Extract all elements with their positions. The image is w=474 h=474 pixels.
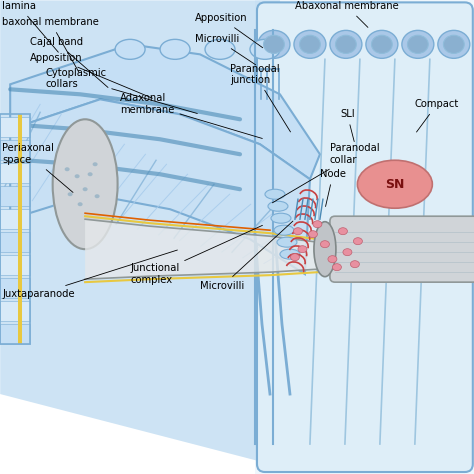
Ellipse shape	[268, 201, 288, 211]
Bar	[0, 117, 30, 137]
Polygon shape	[255, 0, 474, 474]
Ellipse shape	[265, 189, 285, 199]
Bar	[0, 255, 30, 275]
Bar	[18, 114, 22, 344]
Text: lamina: lamina	[2, 1, 58, 52]
Ellipse shape	[336, 35, 356, 54]
Text: Compact: Compact	[415, 99, 459, 132]
Ellipse shape	[258, 30, 290, 58]
Polygon shape	[10, 99, 310, 274]
Ellipse shape	[160, 39, 190, 59]
Text: Microvilli: Microvilli	[200, 221, 293, 291]
Ellipse shape	[354, 237, 363, 245]
Text: Paranodal
junction: Paranodal junction	[230, 64, 291, 132]
Ellipse shape	[115, 39, 145, 59]
Ellipse shape	[53, 119, 118, 249]
Text: Cajal band: Cajal band	[30, 37, 108, 88]
Bar	[0, 163, 30, 183]
Bar	[0, 114, 30, 344]
Bar	[0, 140, 30, 160]
Bar	[0, 209, 30, 229]
Ellipse shape	[343, 249, 352, 255]
Ellipse shape	[357, 160, 432, 208]
Text: Periaxonal
space: Periaxonal space	[2, 144, 73, 192]
Ellipse shape	[314, 222, 336, 277]
Ellipse shape	[205, 39, 235, 59]
Ellipse shape	[402, 30, 434, 58]
Ellipse shape	[366, 30, 398, 58]
Ellipse shape	[309, 231, 318, 237]
Ellipse shape	[372, 35, 392, 54]
Bar	[0, 324, 30, 344]
Ellipse shape	[291, 254, 300, 261]
Text: SN: SN	[385, 178, 405, 191]
Text: baxonal membrane: baxonal membrane	[2, 18, 99, 72]
Polygon shape	[85, 219, 318, 279]
Text: Adaxonal
membrane: Adaxonal membrane	[120, 93, 262, 138]
Ellipse shape	[332, 264, 341, 271]
Ellipse shape	[88, 172, 92, 176]
Bar	[0, 301, 30, 321]
Ellipse shape	[330, 30, 362, 58]
Ellipse shape	[68, 192, 73, 196]
Text: Node: Node	[320, 169, 346, 207]
Polygon shape	[0, 0, 320, 464]
Ellipse shape	[320, 241, 329, 248]
Text: Apposition: Apposition	[195, 13, 263, 48]
Ellipse shape	[350, 261, 359, 268]
Ellipse shape	[280, 249, 300, 259]
Ellipse shape	[250, 39, 280, 59]
Ellipse shape	[264, 35, 284, 54]
Text: Cytoplasmic
collars: Cytoplasmic collars	[45, 67, 197, 113]
Text: Microvilli: Microvilli	[195, 34, 255, 65]
Ellipse shape	[300, 35, 320, 54]
Ellipse shape	[338, 228, 347, 235]
Ellipse shape	[408, 35, 428, 54]
Ellipse shape	[78, 202, 82, 206]
Ellipse shape	[95, 194, 100, 198]
Ellipse shape	[328, 255, 337, 263]
Text: Abaxonal membrane: Abaxonal membrane	[295, 1, 399, 27]
Text: Juxtaparanode: Juxtaparanode	[2, 250, 177, 299]
Ellipse shape	[92, 162, 98, 166]
Polygon shape	[10, 45, 320, 179]
Text: Apposition: Apposition	[30, 54, 153, 98]
Text: Paranodal
collar: Paranodal collar	[273, 144, 380, 203]
Ellipse shape	[271, 213, 291, 223]
FancyBboxPatch shape	[330, 216, 474, 282]
FancyBboxPatch shape	[257, 2, 473, 472]
Ellipse shape	[298, 246, 307, 253]
Ellipse shape	[444, 35, 464, 54]
Bar	[0, 278, 30, 298]
Ellipse shape	[274, 225, 294, 235]
Ellipse shape	[74, 174, 80, 178]
Ellipse shape	[313, 221, 322, 228]
Ellipse shape	[293, 228, 302, 235]
Ellipse shape	[438, 30, 470, 58]
Ellipse shape	[294, 30, 326, 58]
Text: Junctional
complex: Junctional complex	[130, 225, 263, 285]
Bar	[0, 186, 30, 206]
Text: SLI: SLI	[340, 109, 355, 142]
Ellipse shape	[64, 167, 70, 171]
Ellipse shape	[277, 237, 297, 247]
Ellipse shape	[82, 187, 88, 191]
Bar	[0, 232, 30, 252]
